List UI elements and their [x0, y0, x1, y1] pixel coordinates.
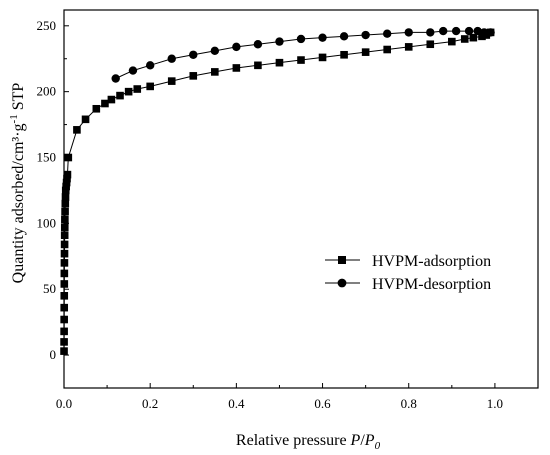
data-point-adsorption — [189, 72, 198, 80]
data-point-desorption — [486, 28, 495, 37]
data-point-adsorption — [478, 32, 486, 41]
data-point-adsorption — [60, 315, 68, 324]
legend-marker-square — [338, 256, 346, 264]
x-tick-label: 0.2 — [142, 396, 158, 411]
data-point-desorption — [464, 26, 474, 36]
y-tick-label: 250 — [37, 18, 57, 33]
y-tick-label: 100 — [37, 215, 57, 230]
data-point-desorption — [404, 28, 413, 37]
legend-marker-circle — [337, 278, 347, 288]
data-point-desorption — [232, 42, 241, 52]
data-point-desorption — [361, 30, 370, 40]
legend-label-adsorption: HVPM-adsorption — [372, 253, 491, 270]
data-point-adsorption — [60, 231, 69, 240]
data-point-adsorption — [81, 115, 90, 124]
plot-frame — [63, 9, 539, 389]
data-point-adsorption — [63, 174, 71, 183]
data-point-desorption — [479, 28, 489, 37]
data-point-adsorption — [318, 53, 327, 62]
data-point-desorption — [426, 28, 435, 37]
data-point-desorption — [451, 26, 461, 36]
data-point-adsorption — [60, 292, 69, 300]
data-point-desorption — [253, 40, 263, 49]
data-point-adsorption — [60, 259, 69, 267]
data-point-adsorption — [60, 280, 69, 288]
data-point-adsorption — [61, 207, 69, 216]
x-tick-label: 0.0 — [56, 396, 72, 411]
data-point-adsorption — [383, 45, 391, 54]
data-point-adsorption — [116, 91, 124, 100]
data-point-adsorption — [92, 104, 101, 113]
x-tick-label: 0.8 — [401, 396, 417, 411]
data-point-adsorption — [61, 193, 70, 201]
data-point-adsorption — [61, 215, 69, 224]
data-point-desorption — [128, 66, 138, 75]
y-tick-label: 50 — [43, 281, 56, 296]
ticks-layer: 0.0 0.2 0.4 0.6 0.8 1.0 0 50 100 150 200 250 — [37, 18, 539, 411]
series-line-desorption — [115, 30, 491, 79]
data-point-adsorption — [60, 327, 68, 336]
data-point-desorption — [210, 46, 220, 56]
series-line-adsorption — [63, 31, 491, 352]
data-point-adsorption — [60, 303, 69, 312]
legend-item-desorption: HVPM-desorption — [325, 276, 491, 293]
data-point-desorption — [382, 29, 392, 38]
y-axis-title: Quantity adsorbed/cm³·g-1 STP — [8, 83, 27, 284]
data-point-adsorption — [297, 56, 305, 64]
data-point-adsorption — [63, 170, 72, 179]
data-point-adsorption — [60, 338, 68, 346]
data-point-desorption — [318, 33, 327, 42]
data-point-adsorption — [61, 199, 70, 208]
data-point-adsorption — [101, 99, 109, 108]
data-point-adsorption — [60, 347, 68, 355]
data-point-adsorption — [404, 43, 413, 51]
data-point-desorption — [296, 34, 306, 44]
data-point-adsorption — [426, 40, 435, 49]
data-point-adsorption — [361, 48, 370, 56]
data-point-adsorption — [340, 50, 348, 59]
data-point-adsorption — [62, 178, 71, 187]
x-tick-label: 1.0 — [487, 396, 503, 411]
x-tick-label: 0.6 — [314, 396, 331, 411]
data-point-desorption — [275, 37, 284, 46]
y-tick-label: 150 — [37, 150, 57, 165]
data-point-adsorption — [60, 249, 69, 258]
x-tick-label: 0.4 — [228, 396, 245, 411]
data-point-desorption — [473, 26, 482, 36]
data-point-adsorption — [232, 64, 241, 72]
y-tick-label: 0 — [50, 347, 57, 362]
data-point-adsorption — [254, 61, 262, 70]
data-point-desorption — [167, 54, 176, 63]
data-point-desorption — [439, 26, 448, 36]
data-point-desorption — [111, 74, 120, 83]
data-point-adsorption — [469, 33, 478, 42]
data-point-adsorption — [60, 269, 69, 278]
data-point-desorption — [145, 61, 155, 70]
data-point-adsorption — [275, 58, 284, 67]
data-point-adsorption — [73, 126, 81, 134]
data-point-desorption — [189, 50, 198, 59]
legend: HVPM-adsorption HVPM-desorption — [325, 253, 491, 293]
data-point-adsorption — [60, 240, 69, 249]
data-point-adsorption — [62, 182, 70, 191]
series-layer — [60, 26, 495, 355]
legend-label-desorption: HVPM-desorption — [372, 276, 491, 293]
data-point-adsorption — [460, 35, 469, 43]
data-point-adsorption — [133, 85, 142, 93]
legend-item-adsorption: HVPM-adsorption — [325, 253, 491, 270]
data-point-adsorption — [60, 223, 69, 232]
data-point-adsorption — [146, 82, 154, 91]
data-point-desorption — [339, 32, 349, 41]
data-point-adsorption — [448, 37, 456, 46]
data-point-adsorption — [211, 68, 219, 76]
data-point-adsorption — [107, 95, 116, 104]
x-axis-title: Relative pressure P/P0 — [236, 432, 381, 452]
data-point-adsorption — [124, 87, 133, 96]
data-point-adsorption — [167, 77, 176, 85]
plot-border — [63, 9, 539, 389]
y-tick-label: 200 — [37, 84, 57, 99]
